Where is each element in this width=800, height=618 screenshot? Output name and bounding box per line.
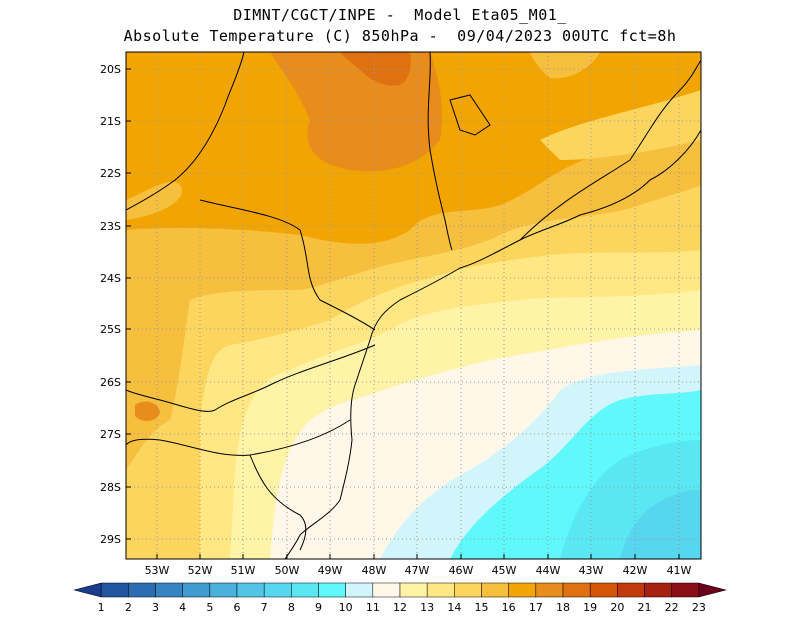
- chart-title-line1: DIMNT/CGCT/INPE - Model Eta05_M01_: [233, 6, 567, 24]
- colorbar-swatch: [454, 582, 482, 598]
- colorbar-label: 13: [420, 601, 434, 614]
- colorbar-swatch: [589, 582, 618, 598]
- colorbar-swatch: [291, 582, 319, 598]
- colorbar-label: 23: [692, 601, 706, 614]
- field-band-8: [620, 490, 701, 559]
- chart-title-line2: Absolute Temperature (C) 850hPa - 09/04/…: [123, 27, 677, 45]
- colorbar-label: 4: [179, 601, 186, 614]
- colorbar-label: 18: [556, 601, 570, 614]
- colorbar-label: 5: [206, 601, 213, 614]
- colorbar-label: 20: [610, 601, 624, 614]
- coastline-and-borders: [126, 52, 701, 559]
- lon-tick-label: 42W: [623, 564, 648, 577]
- field-band-15-ne: [540, 90, 701, 160]
- border-sp-mg: [427, 52, 453, 251]
- lat-tick-label: 27S: [100, 428, 121, 441]
- lon-tick-label: 41W: [667, 564, 692, 577]
- colorbar-swatch: [399, 582, 428, 598]
- lon-tick-label: 45W: [492, 564, 517, 577]
- plot-frame: [125, 51, 702, 560]
- field-patch-16-north: [530, 52, 600, 79]
- colorbar-label: 2: [125, 601, 132, 614]
- colorbar-legend: 1 2 3 4 5 6 7 8 9 10 11 12 13 14 15 16 17 18 19 20 21 22 23: [73, 582, 727, 614]
- temperature-field: [126, 52, 701, 559]
- border-rs-west: [249, 454, 307, 551]
- lon-tick-label: 46W: [449, 564, 474, 577]
- colorbar-label: 19: [583, 601, 597, 614]
- colorbar-label: 22: [665, 601, 679, 614]
- border-sc-rs: [126, 419, 351, 456]
- colorbar-label: 15: [475, 601, 489, 614]
- colorbar-swatch: [508, 582, 537, 598]
- colorbar-label: 6: [234, 601, 241, 614]
- colorbar-swatch: [372, 582, 401, 598]
- colorbar-swatch: [318, 582, 346, 598]
- lon-tick-label: 53W: [145, 564, 170, 577]
- lon-tick-label: 52W: [188, 564, 213, 577]
- lat-tick-label: 21S: [100, 115, 121, 128]
- lat-tick-label: 28S: [100, 481, 121, 494]
- colorbar-swatch: [671, 582, 700, 598]
- field-patch-18-west: [135, 401, 160, 421]
- colorbar-label: 10: [339, 601, 353, 614]
- colorbar-label: 14: [447, 601, 461, 614]
- field-band-16-left: [126, 181, 182, 220]
- lon-tick-label: 47W: [405, 564, 430, 577]
- colorbar-label: 9: [315, 601, 322, 614]
- lon-tick-label: 44W: [536, 564, 561, 577]
- field-core-19: [340, 52, 411, 86]
- lat-tick-label: 26S: [100, 376, 121, 389]
- colorbar-swatch: [481, 582, 509, 598]
- colorbar-swatch: [617, 582, 645, 598]
- lat-tick-label: 29S: [100, 533, 121, 546]
- lon-tick-label: 43W: [579, 564, 604, 577]
- colorbar-label: 16: [502, 601, 516, 614]
- coastline: [284, 129, 701, 559]
- lon-tick-label: 51W: [231, 564, 256, 577]
- colorbar-swatch: [209, 582, 238, 598]
- lat-tick-label: 24S: [100, 272, 121, 285]
- lat-tick-label: 23S: [100, 220, 121, 233]
- lake-outline: [449, 94, 491, 136]
- lat-tick-label: 25S: [100, 323, 121, 336]
- colorbar-swatch: [426, 582, 455, 598]
- lon-tick-label: 49W: [318, 564, 343, 577]
- lat-tick-label: 22S: [100, 167, 121, 180]
- lat-tick-label: 20S: [100, 63, 121, 76]
- colorbar-label: 1: [98, 601, 105, 614]
- border-mg-rj: [519, 59, 701, 241]
- colorbar-swatch: [100, 582, 129, 598]
- colorbar-swatch: [73, 582, 102, 598]
- lon-tick-label: 48W: [362, 564, 387, 577]
- colorbar-label: 17: [529, 601, 543, 614]
- colorbar-swatch: [263, 582, 292, 598]
- colorbar-label: 3: [152, 601, 159, 614]
- lon-tick-label: 50W: [275, 564, 300, 577]
- colorbar-swatch: [155, 582, 183, 598]
- colorbar-label: 11: [366, 601, 380, 614]
- colorbar-label: 21: [638, 601, 652, 614]
- border-mg-sp: [126, 52, 245, 211]
- colorbar-swatch: [128, 582, 156, 598]
- colorbar-swatch: [345, 582, 374, 598]
- longitude-axis: 53W 52W 51W 50W 49W 48W 47W 46W 45W 44W 43W 42W 41W: [145, 554, 692, 577]
- colorbar-swatch: [535, 582, 564, 598]
- colorbar-label: 12: [393, 601, 407, 614]
- border-sp-pr: [199, 199, 376, 331]
- latitude-axis: 20S 21S 22S 23S 24S 25S 26S 27S 28S 29S: [100, 63, 131, 546]
- colorbar-swatch: [236, 582, 265, 598]
- grid-lines: [126, 52, 701, 559]
- colorbar-label: 7: [261, 601, 268, 614]
- colorbar-swatch: [644, 582, 672, 598]
- border-pr-sc: [126, 344, 376, 412]
- colorbar-label: 8: [288, 601, 295, 614]
- colorbar-swatch: [698, 582, 727, 598]
- colorbar-swatch: [562, 582, 591, 598]
- colorbar-swatch: [182, 582, 211, 598]
